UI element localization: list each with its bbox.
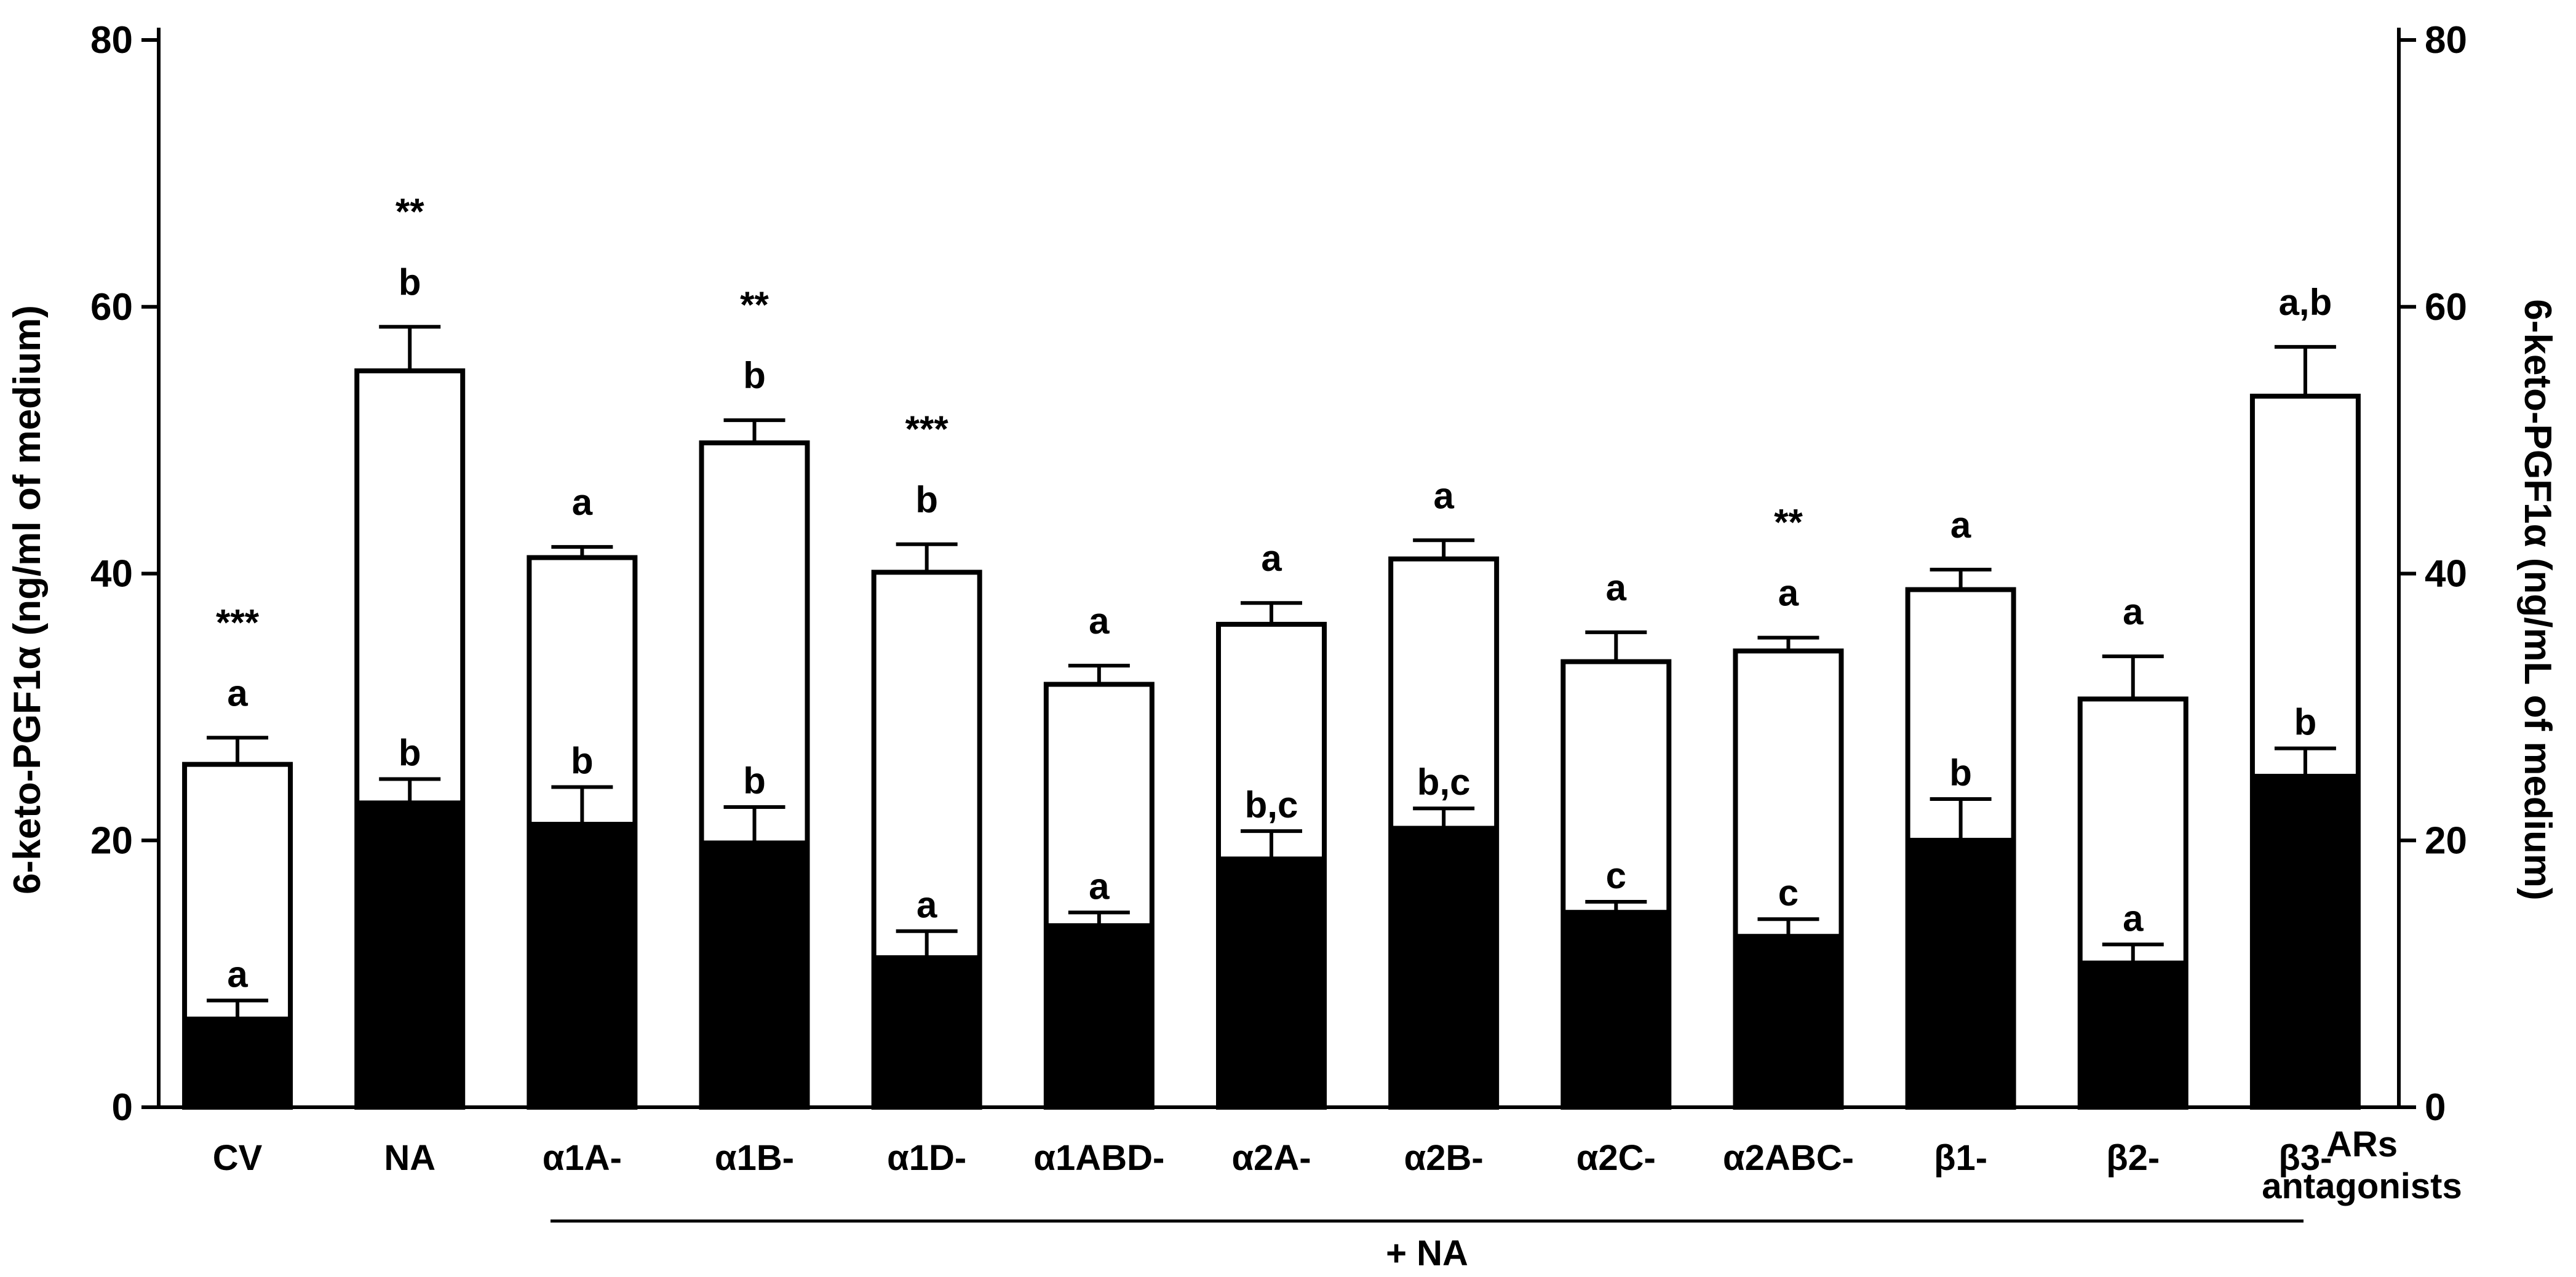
lower-letter: b,c — [1245, 784, 1298, 825]
total-letter: a,b — [2279, 282, 2332, 323]
total-letter: a — [1089, 600, 1110, 642]
right-tick-label: 0 — [2425, 1086, 2446, 1129]
category-label: α1B- — [715, 1138, 794, 1178]
bar-lower — [183, 1016, 292, 1108]
right-y-axis: 0 20 40 60 80 — [2397, 19, 2467, 1129]
bar-lower — [1906, 838, 2015, 1109]
category-label: α1ABD- — [1033, 1138, 1164, 1178]
category-label: CV — [213, 1138, 263, 1178]
bar-lower — [2078, 960, 2187, 1108]
bar-lower — [872, 955, 981, 1109]
lower-letter: b — [743, 760, 766, 802]
left-tick-label: 40 — [90, 553, 133, 595]
category-label: α2C- — [1576, 1138, 1656, 1178]
lower-letter: b — [571, 741, 594, 782]
lower-letter: b — [2294, 702, 2317, 743]
left-tick-label: 20 — [90, 819, 133, 862]
bar-lower — [2251, 773, 2359, 1108]
y-axis-title-left: 6-keto-PGF1α (ng/ml of medium) — [6, 305, 49, 894]
bar-lower — [700, 840, 809, 1108]
total-letter: b — [743, 355, 766, 396]
total-letter: a — [572, 482, 593, 523]
category-label: α2A- — [1231, 1138, 1311, 1178]
bar-lower — [1389, 825, 1498, 1108]
category-label: β1- — [1934, 1138, 1987, 1178]
bar-lower — [1734, 934, 1843, 1108]
group-label: + NA — [1386, 1233, 1468, 1273]
right-tick-label: 20 — [2425, 819, 2467, 862]
total-letter: a — [2123, 591, 2144, 632]
category-label: α1A- — [543, 1138, 622, 1178]
left-tick-label: 60 — [90, 286, 133, 328]
category-label: β3- — [2278, 1138, 2332, 1178]
category-label: α1D- — [887, 1138, 966, 1178]
total-letter: a — [1606, 567, 1627, 608]
lower-letter: b — [399, 732, 421, 773]
significance-stars: ** — [1774, 502, 1803, 543]
bars — [182, 325, 2361, 1110]
bar-lower — [1562, 910, 1671, 1108]
significance-stars: ** — [396, 191, 424, 232]
category-label: α2B- — [1404, 1138, 1484, 1178]
category-label: NA — [384, 1138, 435, 1178]
lower-letter: a — [227, 954, 248, 995]
total-letter: a — [1261, 538, 1282, 579]
category-label: β2- — [2106, 1138, 2160, 1178]
left-tick-label: 80 — [90, 19, 133, 62]
bar-lower — [528, 822, 637, 1109]
total-letter: a — [1950, 504, 1971, 546]
right-tick-label: 60 — [2425, 286, 2467, 328]
y-axis-title-right: 6-keto-PGF1α (ng/mL of medium) — [2516, 299, 2559, 900]
lower-letter: b — [1949, 752, 1972, 794]
significance-stars: ** — [740, 284, 769, 325]
bar-lower — [356, 800, 464, 1108]
total-letter: a — [227, 672, 248, 714]
total-letter: b — [399, 261, 421, 303]
total-letter: a — [1778, 573, 1799, 614]
annotations: a a *** CV b b ** NA b a α1A-b b ** α1B-a b *** α1D-a a α1… — [213, 191, 2332, 1178]
lower-letter: a — [1089, 865, 1110, 907]
lower-letter: a — [2123, 897, 2144, 939]
significance-stars: *** — [905, 408, 949, 450]
bar-lower — [1217, 856, 1326, 1108]
total-letter: a — [1433, 475, 1454, 516]
bar-lower — [1044, 923, 1153, 1108]
right-tick-label: 40 — [2425, 553, 2467, 595]
left-tick-label: 0 — [112, 1086, 133, 1129]
right-tick-label: 80 — [2425, 19, 2467, 62]
significance-stars: *** — [216, 602, 260, 643]
lower-letter: b,c — [1417, 762, 1471, 803]
side-label-ars: ARs — [2326, 1124, 2398, 1164]
total-letter: b — [915, 479, 938, 520]
lower-letter: a — [916, 885, 937, 926]
side-label-antagonists: antagonists — [2262, 1166, 2462, 1206]
category-label: α2ABC- — [1723, 1138, 1854, 1178]
lower-letter: c — [1606, 855, 1626, 896]
lower-letter: c — [1778, 872, 1799, 913]
